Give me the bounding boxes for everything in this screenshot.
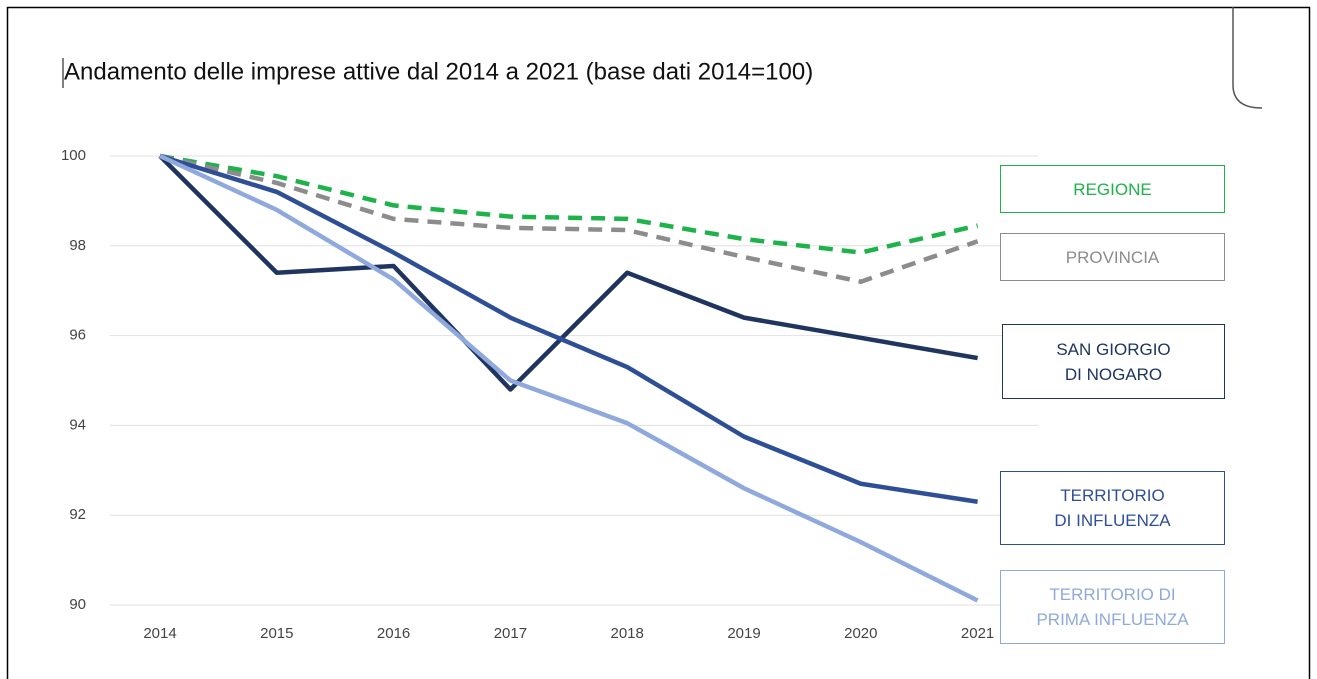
chart-title: Andamento delle imprese attive dal 2014 …	[64, 58, 813, 85]
y-tick-label: 94	[69, 416, 86, 433]
legend-entry: TERRITORIO DI INFLUENZA	[1000, 471, 1225, 545]
frame	[6, 6, 1311, 679]
legend-entry: PROVINCIA	[1000, 233, 1225, 281]
x-tick-label: 2015	[260, 625, 293, 642]
x-tick-label: 2017	[494, 625, 527, 642]
y-tick-label: 92	[69, 506, 86, 523]
y-tick-label: 98	[69, 237, 86, 254]
series-line	[159, 153, 979, 284]
legend-entry: SAN GIORGIO DI NOGARO	[1002, 324, 1225, 399]
x-tick-label: 2014	[143, 625, 176, 642]
decor-corner	[1232, 7, 1263, 109]
series-line	[158, 154, 978, 392]
x-tick-label: 2021	[961, 625, 994, 642]
y-tick-label: 100	[61, 147, 86, 164]
x-tick-label: 2020	[844, 625, 877, 642]
y-tick-label: 90	[69, 596, 86, 613]
series-line	[159, 153, 979, 603]
x-tick-label: 2019	[727, 625, 760, 642]
x-tick-label: 2018	[611, 625, 644, 642]
series-line	[159, 153, 978, 504]
x-tick-label: 2016	[377, 625, 410, 642]
y-tick-label: 96	[69, 327, 86, 344]
legend-entry: TERRITORIO DI PRIMA INFLUENZA	[1000, 570, 1225, 644]
legend-entry: REGIONE	[1000, 165, 1225, 213]
series-line	[159, 153, 979, 255]
